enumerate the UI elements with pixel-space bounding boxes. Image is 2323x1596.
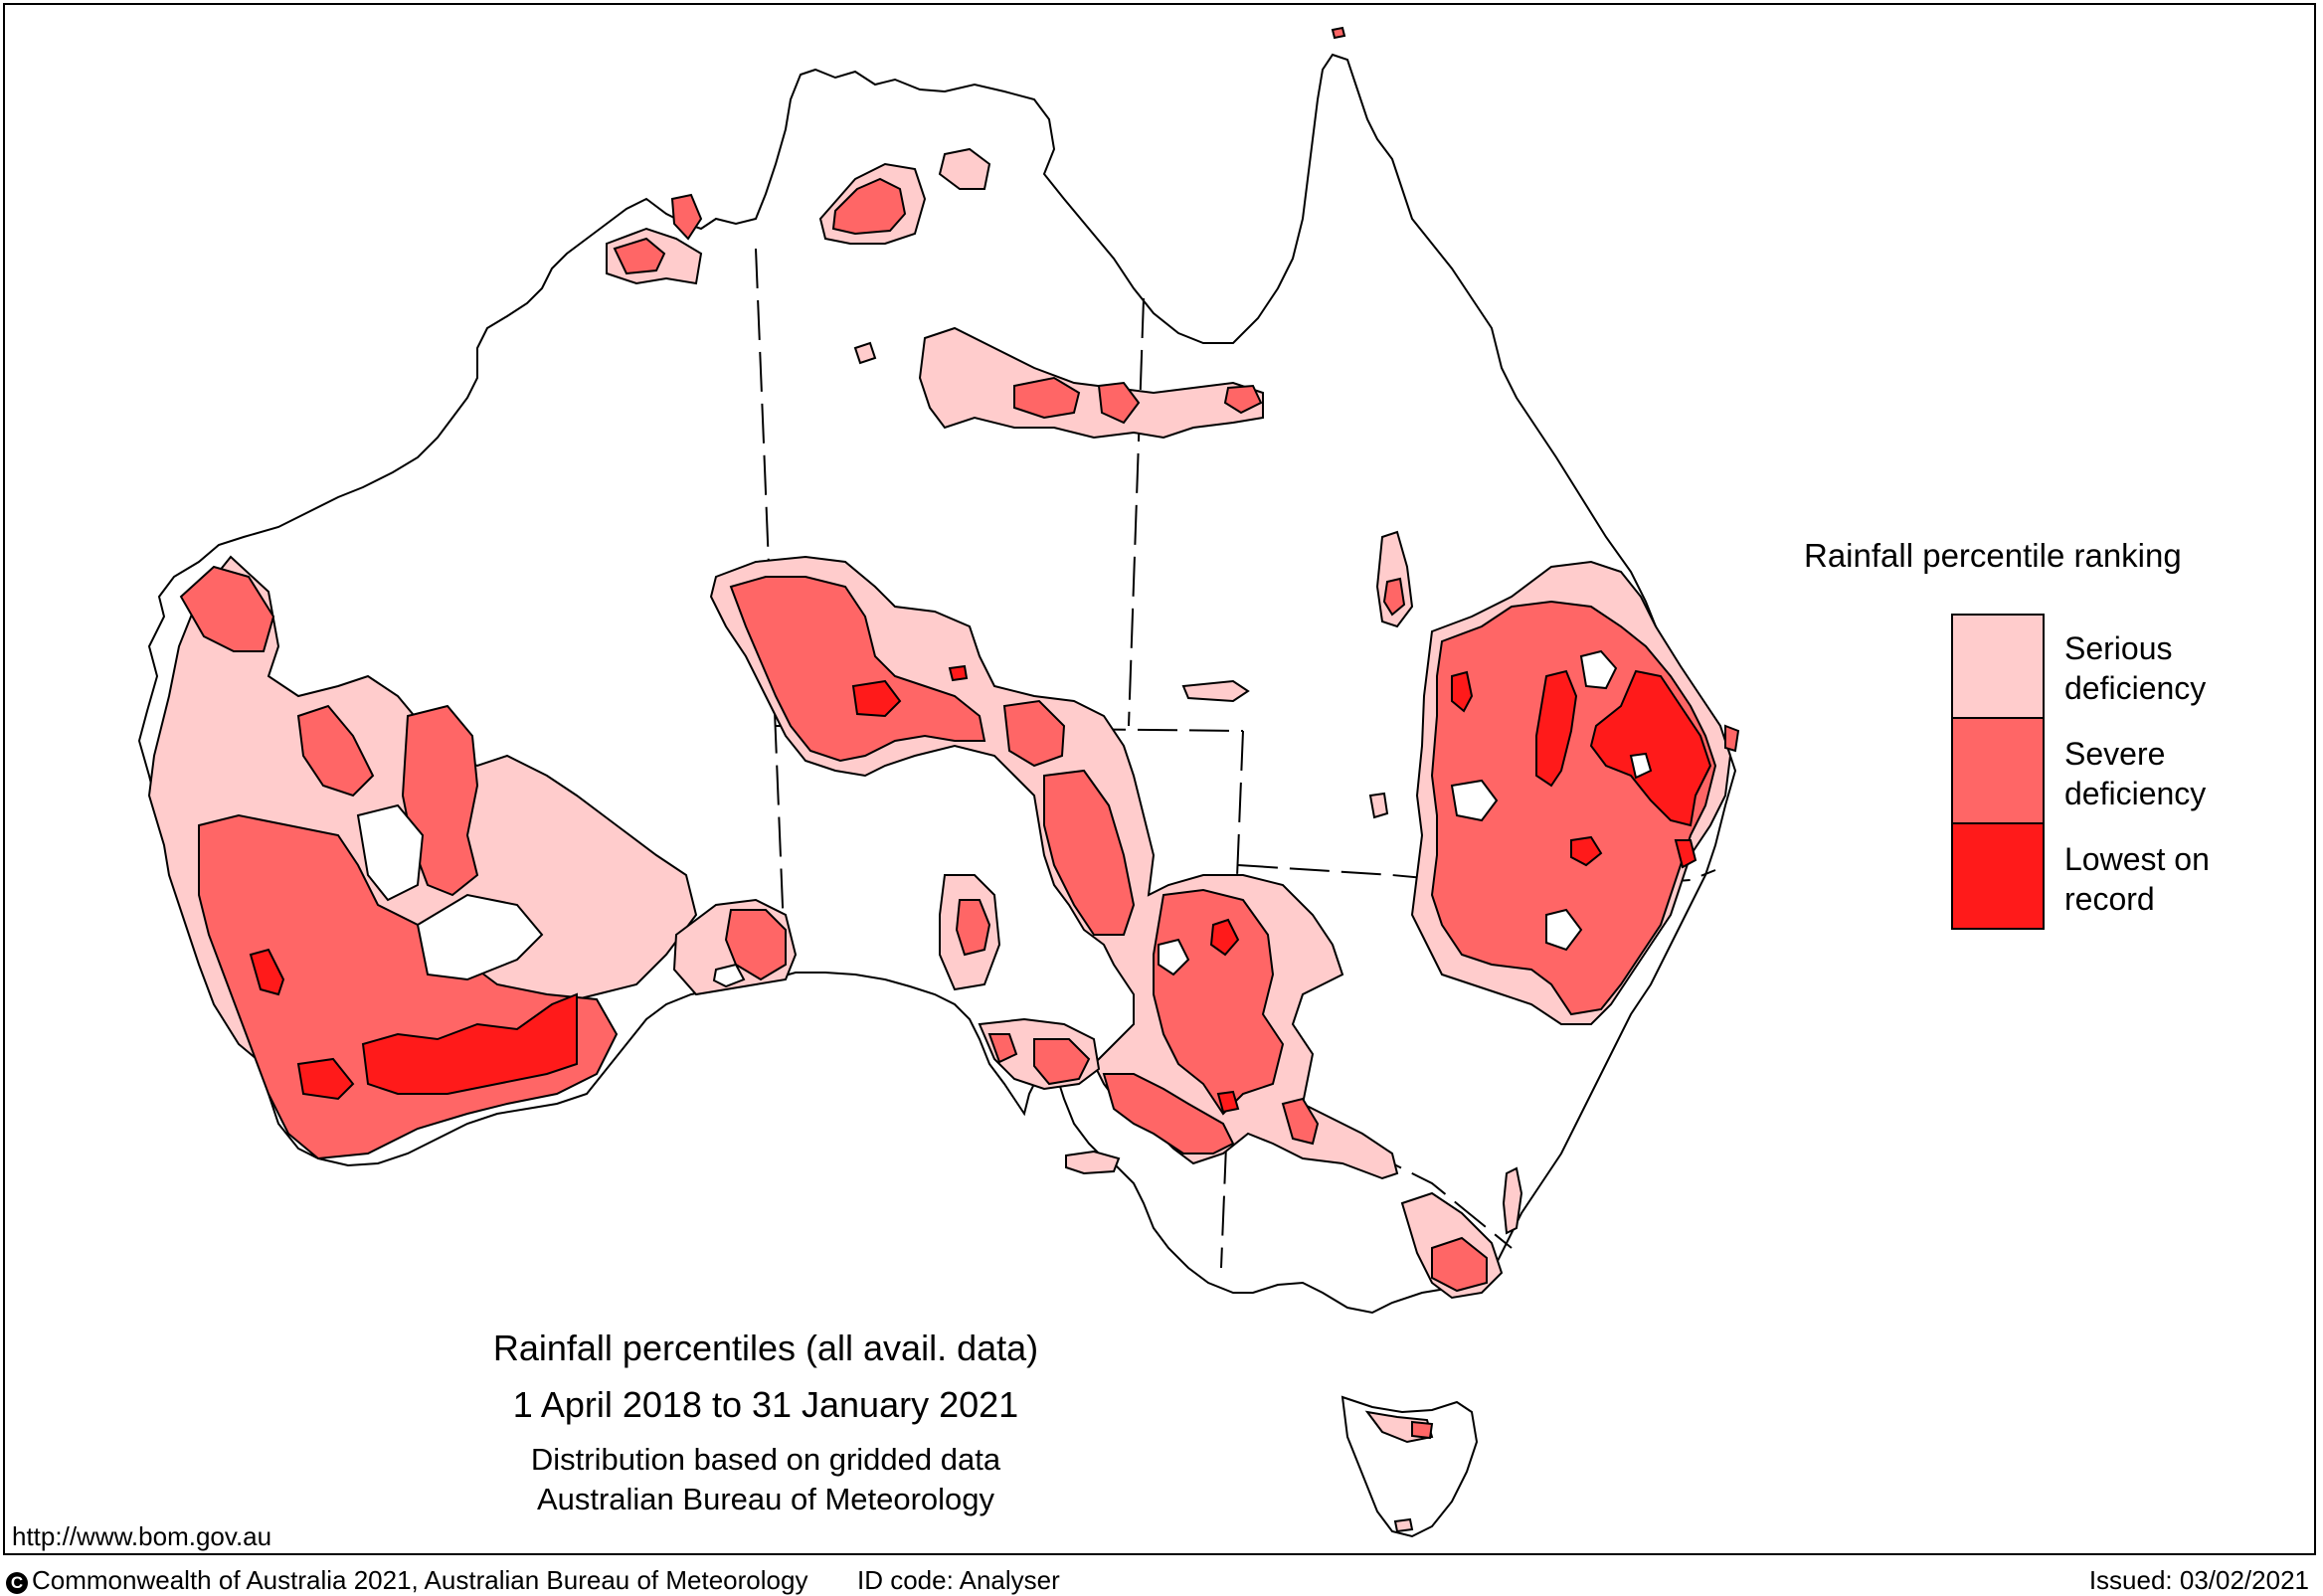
region-wa-lowest-south [361, 992, 578, 1095]
region-wa-clear-2 [416, 893, 544, 981]
region-east-clear-2 [1450, 779, 1499, 822]
region-sa-clear [1158, 938, 1190, 976]
region-east-clear-4 [1629, 752, 1653, 780]
region-eyre-severe [1033, 1038, 1091, 1086]
legend-label-severe-line2: deficiency [2064, 776, 2207, 811]
region-nullarbor-severe [724, 909, 787, 981]
region-wa-severe-north [179, 565, 275, 652]
legend-label-severe: Severe deficiency [2064, 734, 2303, 813]
region-topend-serious-2 [938, 147, 991, 190]
region-sa-severe-3 [1153, 888, 1285, 1116]
region-qld-coast-severe [1724, 724, 1740, 753]
region-east-clear-1 [1579, 649, 1618, 690]
region-nt-band-severe-2 [1097, 381, 1141, 425]
region-nt-band-severe [1013, 376, 1081, 420]
nt-qld-border [1128, 297, 1145, 727]
deficiency-regions [147, 26, 1740, 1533]
region-qld-serious-west [1368, 792, 1389, 819]
region-sa-severe-1 [1002, 699, 1066, 768]
region-nsw-coast-serious [1502, 1166, 1523, 1235]
region-gippsland-severe [1431, 1236, 1488, 1293]
region-vic-line-serious [1181, 679, 1250, 703]
region-wa-lowest-west [249, 948, 285, 996]
region-central-lowest-2 [948, 664, 969, 682]
region-east-lowest-main [1589, 669, 1712, 827]
caption-agency: Australian Bureau of Meteorology [536, 1482, 995, 1516]
region-east-lowest-2 [1535, 669, 1578, 788]
footer-id-code: ID code: Analyser [857, 1565, 1060, 1595]
legend-label-serious-line1: Serious [2064, 630, 2173, 666]
region-wa-clear-1 [356, 803, 425, 902]
legend-label-lowest-line1: Lowest on [2064, 841, 2210, 877]
caption-period: 1 April 2018 to 31 January 2021 [512, 1384, 1019, 1425]
copyright-icon: C [6, 1572, 28, 1594]
region-sa-severe-mid [955, 899, 991, 957]
legend-label-lowest-line2: record [2064, 881, 2155, 917]
region-eyre-severe-2 [987, 1033, 1018, 1064]
caption-distribution: Distribution based on gridded data [530, 1442, 1001, 1477]
region-central-severe [729, 576, 986, 763]
region-wa-severe-pilbara [296, 704, 375, 798]
region-east-lowest-5 [1674, 839, 1698, 869]
legend-label-serious-line2: deficiency [2064, 670, 2207, 706]
legend-label-lowest: Lowest on record [2064, 839, 2303, 919]
region-sa-lowest [1209, 918, 1240, 957]
region-sa-small-lowest [1216, 1090, 1240, 1114]
region-topend-severe [831, 177, 907, 236]
map-frame [3, 3, 2316, 1555]
legend-swatch-severe [1951, 719, 2045, 824]
kangaroo-island [1065, 1150, 1121, 1175]
legend-title: Rainfall percentile ranking [1804, 537, 2182, 574]
tasmania [1340, 1395, 1479, 1538]
legend-label-severe-line1: Severe [2064, 736, 2166, 772]
region-vic-severe [1281, 1097, 1320, 1146]
region-kimberley-severe [613, 237, 666, 275]
region-east-lowest-4 [1570, 835, 1603, 867]
website-link[interactable]: http://www.bom.gov.au [12, 1521, 272, 1551]
region-kimberley-severe-2 [670, 193, 703, 241]
region-small-nt-1 [853, 341, 877, 365]
footer-issued: Issued: 03/02/2021 [2088, 1565, 2309, 1595]
footer-copyright: C Commonwealth of Australia 2021, Austral… [6, 1565, 807, 1596]
legend-label-serious: Serious deficiency [2064, 628, 2303, 708]
copyright-text: Commonwealth of Australia 2021, Australi… [32, 1565, 808, 1595]
legend-swatch-serious [1951, 614, 2045, 719]
region-central-lowest [851, 679, 902, 718]
region-nt-band-severe-3 [1223, 384, 1263, 415]
region-qld-severe-north [1382, 577, 1406, 617]
region-tasmania-severe [1411, 1420, 1434, 1440]
region-nullarbor-clear [712, 963, 746, 988]
region-tasmania-serious-south [1393, 1517, 1414, 1533]
legend-swatch-lowest [1951, 824, 2045, 930]
region-sa-severe-2 [1043, 769, 1136, 936]
region-nt-band-serious [918, 326, 1264, 440]
region-torres-strait [1331, 26, 1346, 40]
caption-title: Rainfall percentiles (all avail. data) [492, 1328, 1039, 1368]
region-sa-gulf-severe [1102, 1073, 1235, 1154]
region-wa-lowest-sw [296, 1057, 355, 1101]
region-east-clear-3 [1545, 908, 1583, 952]
region-east-lowest-3 [1451, 670, 1474, 713]
